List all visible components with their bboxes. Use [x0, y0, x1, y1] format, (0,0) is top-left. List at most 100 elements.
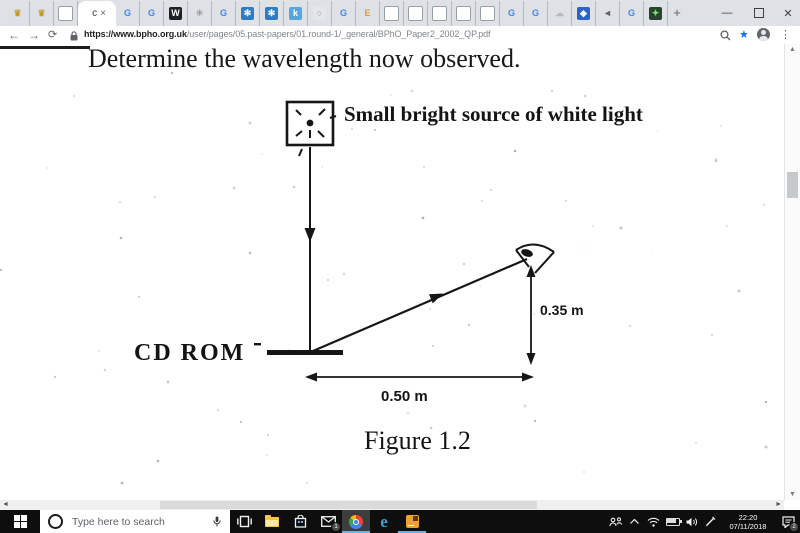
- eye-symbol: [515, 243, 555, 274]
- reload-button[interactable]: ⟳: [48, 29, 58, 41]
- tab-favicon: ♛: [37, 8, 46, 18]
- windows-logo-icon: [13, 515, 27, 528]
- browser-tab[interactable]: ✳: [188, 1, 212, 26]
- browser-tab[interactable]: G: [620, 1, 644, 26]
- vertical-scrollbar[interactable]: ▲ ▼: [784, 44, 800, 500]
- browser-tab[interactable]: G: [212, 1, 236, 26]
- height-value-label: 0.35 m: [540, 302, 584, 318]
- chrome-taskbar-button[interactable]: [342, 510, 370, 533]
- scroll-right-icon[interactable]: ►: [775, 501, 782, 508]
- browser-tab[interactable]: [380, 1, 404, 26]
- start-button[interactable]: [0, 510, 40, 533]
- volume-icon[interactable]: [682, 510, 701, 533]
- browser-tabstrip: ♛ ♛ c × G G: [0, 0, 800, 26]
- width-value-label: 0.50 m: [381, 388, 428, 405]
- bookmark-star-icon[interactable]: ★: [739, 29, 749, 41]
- browser-tab[interactable]: E: [356, 1, 380, 26]
- back-button[interactable]: ←: [8, 28, 20, 42]
- browser-tab[interactable]: ✻: [236, 1, 260, 26]
- clock-date: 07/11/2018: [729, 521, 767, 531]
- diffracted-ray: [312, 257, 528, 353]
- pen-icon[interactable]: [701, 510, 720, 533]
- tab-favicon: ◄: [603, 8, 612, 18]
- browser-tab[interactable]: k: [284, 1, 308, 26]
- browser-tab[interactable]: ✻: [260, 1, 284, 26]
- notes-app-button[interactable]: [398, 510, 426, 533]
- action-center-button[interactable]: 2: [776, 510, 800, 533]
- url-host: https://www.bpho.org.uk: [84, 29, 187, 39]
- window-maximize-button[interactable]: [744, 0, 774, 26]
- tab-favicon: [432, 6, 447, 21]
- cdrom-surface: [267, 350, 343, 355]
- browser-tab[interactable]: ◄: [596, 1, 620, 26]
- tab-favicon: E: [364, 8, 371, 18]
- tray-overflow-chevron[interactable]: [625, 510, 644, 533]
- browser-tab[interactable]: ◈: [572, 1, 596, 26]
- edge-icon: e: [380, 512, 388, 531]
- vertical-scroll-thumb[interactable]: [787, 172, 798, 198]
- wifi-icon[interactable]: [644, 510, 663, 533]
- horizontal-scrollbar[interactable]: ◄ ►: [0, 500, 784, 510]
- microphone-icon[interactable]: [213, 516, 221, 527]
- pdf-page: Determine the wavelength now observed.: [0, 44, 784, 500]
- chrome-icon: [349, 514, 363, 529]
- file-explorer-button[interactable]: [258, 510, 286, 533]
- browser-menu-icon[interactable]: ⋮: [780, 29, 791, 41]
- tab-favicon: W: [169, 7, 182, 20]
- browser-tab[interactable]: ✦: [644, 1, 668, 26]
- mail-button[interactable]: 1: [314, 510, 342, 533]
- browser-tab[interactable]: G: [116, 1, 140, 26]
- browser-tab[interactable]: G: [140, 1, 164, 26]
- scroll-down-icon[interactable]: ▼: [789, 491, 796, 498]
- horizontal-scroll-thumb[interactable]: [160, 501, 537, 509]
- figure-caption: Figure 1.2: [364, 426, 471, 455]
- tab-favicon: [480, 6, 495, 21]
- window-minimize-button[interactable]: —: [721, 7, 733, 19]
- people-icon[interactable]: [606, 510, 625, 533]
- store-button[interactable]: [286, 510, 314, 533]
- browser-tab[interactable]: G: [332, 1, 356, 26]
- browser-tab[interactable]: ○: [308, 1, 332, 26]
- browser-tab[interactable]: c ×: [78, 1, 116, 26]
- battery-icon[interactable]: [663, 510, 682, 533]
- question-text: Determine the wavelength now observed.: [88, 44, 521, 73]
- browser-tab[interactable]: G: [524, 1, 548, 26]
- window-close-button[interactable]: ✕: [783, 7, 793, 20]
- taskbar-search-input[interactable]: Type here to search: [40, 510, 230, 533]
- forward-button[interactable]: →: [28, 28, 40, 42]
- browser-tab[interactable]: [428, 1, 452, 26]
- browser-tab[interactable]: ♛: [30, 1, 54, 26]
- browser-tab[interactable]: W: [164, 1, 188, 26]
- tab-favicon: [408, 6, 423, 21]
- profile-avatar[interactable]: [757, 28, 770, 41]
- taskbar-clock[interactable]: 22:20 07/11/2018: [722, 513, 774, 531]
- scroll-up-icon[interactable]: ▲: [789, 46, 796, 53]
- tab-favicon: ◈: [577, 7, 590, 20]
- browser-tab[interactable]: G: [500, 1, 524, 26]
- browser-tab[interactable]: [404, 1, 428, 26]
- address-bar[interactable]: https://www.bpho.org.uk/user/pages/05.pa…: [84, 29, 491, 39]
- tab-favicon: G: [339, 8, 347, 18]
- light-source-symbol: [285, 100, 337, 157]
- scroll-left-icon[interactable]: ◄: [2, 501, 9, 508]
- browser-tab[interactable]: [452, 1, 476, 26]
- tab-favicon: ✦: [649, 7, 662, 20]
- edge-taskbar-button[interactable]: e: [370, 510, 398, 533]
- tab-favicon: G: [507, 8, 515, 18]
- browser-tab[interactable]: [54, 1, 78, 26]
- tab-favicon: ✳: [195, 8, 204, 18]
- cdrom-label: CD ROM: [134, 340, 246, 366]
- tab-close-icon[interactable]: ×: [100, 8, 106, 19]
- tab-favicon: ○: [313, 7, 326, 20]
- browser-tab[interactable]: [476, 1, 500, 26]
- url-path: /user/pages/05.past-papers/01.round-1/_g…: [186, 29, 491, 39]
- task-view-button[interactable]: [230, 510, 258, 533]
- lock-icon[interactable]: [70, 31, 78, 41]
- browser-tab[interactable]: ♛: [6, 1, 30, 26]
- browser-tab[interactable]: ☁: [548, 1, 572, 26]
- page-zoom-icon[interactable]: [720, 30, 731, 41]
- clock-time: 22:20: [738, 512, 758, 522]
- new-tab-button[interactable]: +: [673, 5, 681, 20]
- tab-favicon: G: [219, 8, 227, 18]
- tab-favicon: ♛: [13, 8, 22, 18]
